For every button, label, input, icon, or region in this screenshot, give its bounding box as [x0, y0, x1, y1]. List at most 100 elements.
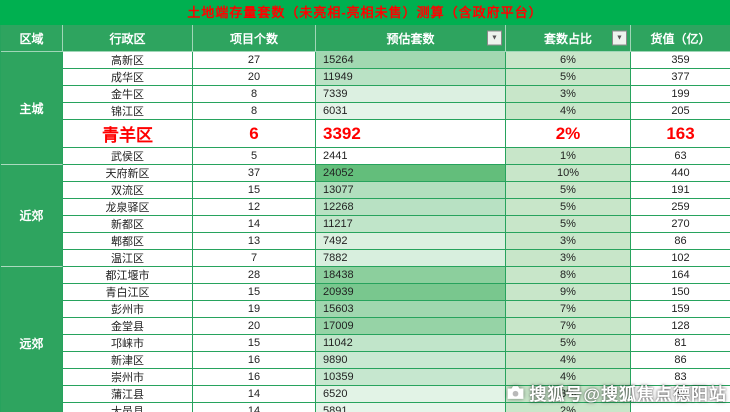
- filter-dropdown-icon[interactable]: ▼: [612, 30, 627, 46]
- column-header: 预估套数 ▼: [316, 25, 506, 52]
- district-cell: 蒲江县: [63, 386, 193, 403]
- estimate-cell: 24052: [316, 165, 506, 182]
- district-cell: 高新区: [63, 52, 193, 69]
- district-cell: 新都区: [63, 216, 193, 233]
- district-cell: 郫都区: [63, 233, 193, 250]
- table-row: 蒲江县 14 6520 3% 62: [1, 386, 730, 403]
- projects-cell: 28: [193, 267, 316, 284]
- projects-cell: 20: [193, 318, 316, 335]
- table-row: 双流区 15 13077 5% 191: [1, 182, 730, 199]
- column-header-row: 区域 行政区 项目个数 预估套数 ▼ 套数占比 ▼ 货值（亿）: [1, 25, 730, 52]
- region-cell: 主城: [1, 52, 63, 165]
- projects-cell: 8: [193, 86, 316, 103]
- estimate-cell: 15603: [316, 301, 506, 318]
- projects-cell: 6: [193, 120, 316, 148]
- ratio-cell: 4%: [506, 352, 631, 369]
- table-row: 青白江区 15 20939 9% 150: [1, 284, 730, 301]
- estimate-cell: 13077: [316, 182, 506, 199]
- value-cell: 377: [631, 69, 730, 86]
- district-cell: 双流区: [63, 182, 193, 199]
- estimate-cell: 6031: [316, 103, 506, 120]
- projects-cell: 19: [193, 301, 316, 318]
- table-row: 金牛区 8 7339 3% 199: [1, 86, 730, 103]
- estimate-cell: 12268: [316, 199, 506, 216]
- district-cell: 青白江区: [63, 284, 193, 301]
- projects-cell: 15: [193, 284, 316, 301]
- table-row: 新都区 14 11217 5% 270: [1, 216, 730, 233]
- district-cell: 锦江区: [63, 103, 193, 120]
- table-row: 新津区 16 9890 4% 86: [1, 352, 730, 369]
- table-row: 近郊 天府新区 37 24052 10% 440: [1, 165, 730, 267]
- table-body: 主城 高新区 27 15264 6% 359 成华区 20 11949 5% 377 金牛区 8 7339…: [1, 52, 730, 412]
- ratio-cell: 5%: [506, 182, 631, 199]
- ratio-cell: 6%: [506, 52, 631, 69]
- watermark: 搜狐号@搜狐焦点德阳站: [506, 380, 727, 405]
- projects-cell: 7: [193, 250, 316, 267]
- estimate-cell: 11949: [316, 69, 506, 86]
- table-row: 金堂县 20 17009 7% 128: [1, 318, 730, 335]
- ratio-cell: 3%: [506, 250, 631, 267]
- value-cell: 102: [631, 250, 730, 267]
- estimate-cell: 15264: [316, 52, 506, 69]
- district-cell: 成华区: [63, 69, 193, 86]
- value-cell: 440: [631, 165, 730, 182]
- column-header-label: 区域: [19, 31, 44, 46]
- estimate-cell: 10359: [316, 369, 506, 386]
- projects-cell: 16: [193, 369, 316, 386]
- value-cell: 164: [631, 267, 730, 284]
- ratio-cell: 1%: [506, 148, 631, 165]
- ratio-cell: 7%: [506, 301, 631, 318]
- column-header: 区域: [1, 25, 63, 52]
- projects-cell: 15: [193, 182, 316, 199]
- estimate-cell: 20939: [316, 284, 506, 301]
- projects-cell: 37: [193, 165, 316, 182]
- value-cell: 83: [631, 369, 730, 386]
- table-row: 武侯区 5 2441 1% 63: [1, 148, 730, 165]
- value-cell: 270: [631, 216, 730, 233]
- district-cell: 金堂县: [63, 318, 193, 335]
- ratio-cell: 3%: [506, 86, 631, 103]
- column-header: 项目个数: [193, 25, 316, 52]
- value-cell: 86: [631, 352, 730, 369]
- estimate-cell: 7882: [316, 250, 506, 267]
- projects-cell: 5: [193, 148, 316, 165]
- district-cell: 龙泉驿区: [63, 199, 193, 216]
- column-header-label: 货值（亿）: [650, 31, 711, 46]
- ratio-cell: 3%: [506, 233, 631, 250]
- estimate-cell: 6520: [316, 386, 506, 403]
- table-row: 青羊区 6 3392 2% 163: [1, 120, 730, 148]
- table-row: 郫都区 13 7492 3% 86: [1, 233, 730, 250]
- table-row: 龙泉驿区 12 12268 5% 259: [1, 199, 730, 216]
- table-row: 大邑县 14 5891 2%: [1, 403, 730, 412]
- column-header-label: 预估套数: [386, 31, 435, 46]
- value-cell: 191: [631, 182, 730, 199]
- table-title: 土地端存量套数（未亮相-亮相未售）测算（含政府平台）: [0, 0, 730, 25]
- value-cell: 205: [631, 103, 730, 120]
- ratio-cell: 5%: [506, 69, 631, 86]
- value-cell: 150: [631, 284, 730, 301]
- estimate-cell: 11042: [316, 335, 506, 352]
- projects-cell: 14: [193, 386, 316, 403]
- data-table: 区域 行政区 项目个数 预估套数 ▼ 套数占比 ▼ 货值（亿） 主城 高新区 27 15264 6% 3…: [0, 25, 730, 412]
- camera-icon: [508, 386, 524, 399]
- district-cell: 金牛区: [63, 86, 193, 103]
- region-cell: 远郊: [1, 267, 63, 412]
- value-cell: 259: [631, 199, 730, 216]
- projects-cell: 8: [193, 103, 316, 120]
- ratio-cell: 4%: [506, 103, 631, 120]
- estimate-cell: 17009: [316, 318, 506, 335]
- ratio-cell: 5%: [506, 199, 631, 216]
- projects-cell: 20: [193, 69, 316, 86]
- value-cell: 128: [631, 318, 730, 335]
- value-cell: 359: [631, 52, 730, 69]
- ratio-cell: 2%: [506, 403, 631, 412]
- filter-dropdown-icon[interactable]: ▼: [487, 30, 502, 46]
- column-header: 套数占比 ▼: [506, 25, 631, 52]
- table-row: 彭州市 19 15603 7% 159: [1, 301, 730, 318]
- estimate-cell: 5891: [316, 403, 506, 412]
- value-cell: 81: [631, 335, 730, 352]
- column-header: 货值（亿）: [631, 25, 730, 52]
- ratio-cell: 9%: [506, 284, 631, 301]
- value-cell: 63: [631, 148, 730, 165]
- column-header: 行政区: [63, 25, 193, 52]
